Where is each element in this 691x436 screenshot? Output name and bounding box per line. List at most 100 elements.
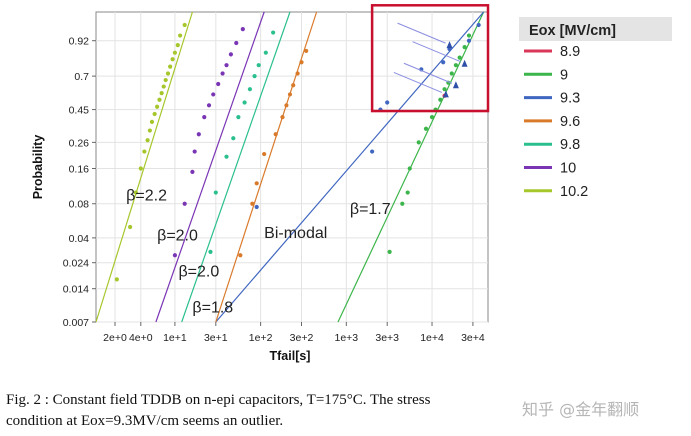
y-tick-label: 0.007: [63, 317, 89, 329]
data-point-10: [234, 40, 239, 46]
legend-label: 10.2: [560, 184, 588, 200]
data-point-9: [442, 87, 447, 92]
data-point-10-2: [163, 77, 168, 83]
data-point-9: [466, 33, 472, 38]
data-point-10-2: [155, 104, 160, 109]
x-tick-label: 2e+0: [103, 332, 127, 344]
data-point-9-8: [271, 30, 276, 35]
annotation-label: Bi-modal: [264, 225, 327, 242]
data-point-10-2: [147, 128, 152, 133]
data-point-10-2: [114, 277, 119, 282]
y-tick-label: 0.16: [69, 163, 90, 175]
x-axis-title: Tfail[s]: [270, 349, 311, 363]
legend-label: 9: [560, 67, 568, 83]
data-point-10-2: [182, 22, 187, 28]
weibull-chart: 0.92 0.7 0.45 0.26 0.16 0.08 0.04 0.024 0.014 0.0…: [31, 4, 672, 363]
annotations: β=2.2 β=2.0 β=2.0 β=1.8 Bi-modal β=1.7: [126, 188, 391, 317]
data-point-10: [196, 132, 201, 137]
data-point-10-2: [170, 57, 175, 62]
highlight-box: [370, 4, 490, 113]
triangle-marker: [442, 90, 449, 98]
data-point-9-8: [213, 190, 218, 195]
data-point-9-8: [208, 249, 213, 254]
data-point-9-3: [476, 22, 481, 28]
x-tick-label: 1e+3: [334, 332, 358, 344]
data-point-10-2: [133, 190, 138, 195]
y-tick-label: 0.08: [69, 199, 90, 211]
data-point-10: [216, 81, 221, 87]
data-point-9: [423, 126, 429, 131]
triangle-marker: [461, 59, 468, 67]
data-point-10: [206, 103, 212, 108]
data-point-9-8: [236, 115, 241, 120]
pointer-line: [412, 41, 461, 63]
pointer-line: [393, 71, 443, 93]
x-tick-label: 3e+3: [375, 332, 399, 344]
data-point-9: [438, 97, 443, 102]
highlight-region: [370, 4, 490, 113]
fit-line-10: [155, 11, 265, 323]
data-point-9-6: [273, 132, 278, 137]
annotation-label: β=2.2: [126, 188, 167, 205]
y-tick-label: 0.45: [69, 105, 90, 117]
data-point-9-6: [254, 181, 259, 186]
watermark: 知乎 @金年翻顺: [522, 400, 640, 419]
data-point-9-6: [284, 103, 289, 108]
data-point-10-2: [149, 119, 155, 125]
annotation-label: β=1.8: [192, 300, 233, 317]
data-point-10: [228, 52, 233, 57]
data-point-10: [192, 149, 197, 154]
x-tick-label: 1e+1: [163, 332, 187, 344]
y-tick-label: 0.014: [63, 284, 89, 296]
x-axis-ticks: 2e+0 4e+0 1e+1 3e+1 1e+2 3e+2 1e+3 3e+3 1e+4 3e+4: [103, 322, 485, 344]
data-point-10: [220, 71, 225, 76]
x-tick-label: 1e+2: [249, 332, 273, 344]
data-point-9-3: [441, 60, 446, 65]
data-point-10-2: [172, 50, 178, 55]
data-point-9: [416, 140, 421, 145]
fit-line-10-2: [95, 11, 193, 323]
plot-frame: [95, 11, 489, 323]
legend-label: 9.6: [560, 114, 580, 130]
figure-caption: Fig. 2 : Constant field TDDB on n-epi ca…: [6, 390, 686, 432]
pointer-line: [403, 62, 453, 84]
data-point-9-3: [385, 100, 390, 105]
data-point-9-8: [242, 100, 247, 105]
data-point-10: [202, 115, 207, 120]
data-point-9-8: [224, 154, 229, 159]
fit-line-9-8: [181, 11, 291, 323]
data-point-10: [172, 253, 178, 258]
data-point-10-2: [175, 43, 180, 48]
x-tick-label: 4e+0: [129, 332, 153, 344]
grid: [96, 12, 488, 323]
annotation-label: β=2.0: [178, 264, 219, 281]
data-point-9-8: [263, 50, 268, 55]
data-point-9: [407, 166, 412, 171]
data-point-10-2: [159, 91, 164, 96]
pointer-line: [397, 22, 446, 44]
data-point-10-2: [161, 84, 166, 89]
data-point-10-2: [128, 224, 133, 230]
data-point-9-6: [287, 92, 293, 97]
data-point-9: [449, 71, 454, 76]
data-point-9-6: [262, 151, 267, 157]
data-point-9-8: [247, 87, 253, 92]
legend-label: 9.8: [560, 137, 580, 153]
triangle-marker: [446, 41, 453, 49]
data-point-9-8: [252, 74, 257, 79]
data-point-10: [240, 27, 245, 32]
data-point-9-6: [291, 83, 296, 88]
data-point-10-2: [157, 97, 162, 102]
legend: Eox [MV/cm] 8.9 9 9.3 9.6 9.8 10 10.2: [519, 17, 672, 200]
data-point-10-2: [178, 33, 183, 38]
data-point-10-2: [138, 166, 143, 171]
data-point-9-6: [304, 48, 309, 54]
data-point-10: [182, 201, 187, 206]
data-point-9: [453, 63, 459, 68]
y-tick-label: 0.26: [69, 137, 90, 149]
data-point-9-3: [466, 38, 472, 43]
data-point-10-2: [165, 71, 171, 76]
data-points: [114, 22, 481, 282]
data-point-10-2: [168, 64, 173, 69]
data-point-9-8: [256, 63, 261, 68]
